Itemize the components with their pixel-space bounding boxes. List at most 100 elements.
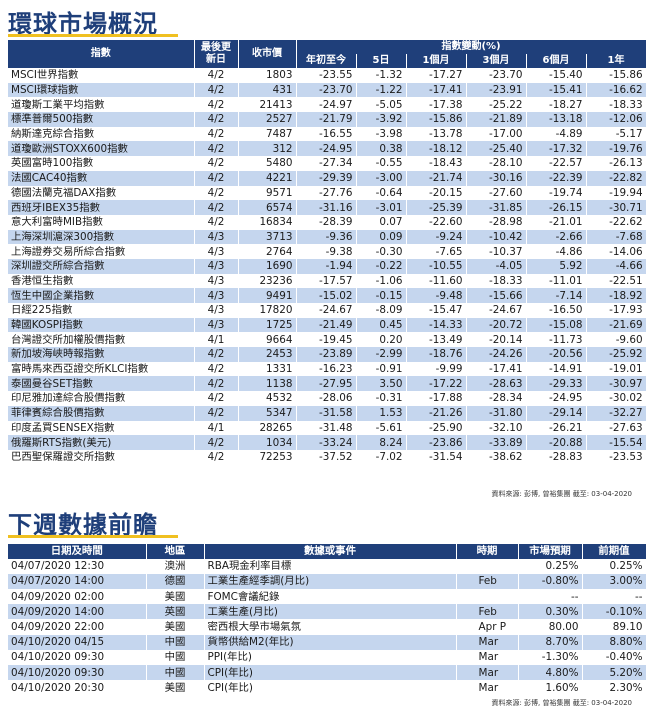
cell-1m: -20.15	[406, 185, 467, 201]
cell-3m: -23.91	[466, 82, 527, 98]
cell-3m: -38.62	[466, 449, 527, 465]
header-close: 收市價	[238, 40, 297, 68]
cell-3m: -20.72	[466, 317, 527, 333]
cell-region: 中國	[146, 634, 205, 650]
cell-datetime: 04/09/2020 02:00	[8, 589, 147, 605]
market-row: 恆生中國企業指數 4/3 9491 -15.02 -0.15 -9.48 -15.66 -7.…	[8, 288, 647, 303]
market-row: 印度孟買SENSEX指數 4/1 28265 -31.48 -5.61 -25.90 -32…	[8, 420, 647, 436]
cell-1m: -23.86	[406, 435, 467, 450]
cell-index-name: 道瓊斯工業平均指數	[8, 97, 195, 113]
cell-previous: 5.20%	[582, 665, 647, 681]
cell-3m: -4.05	[466, 258, 527, 274]
cell-3m: -10.37	[466, 244, 527, 259]
cell-1m: -13.78	[406, 126, 467, 142]
cell-datetime: 04/09/2020 14:00	[8, 604, 147, 620]
cell-ytd: -16.23	[296, 361, 357, 377]
cell-index-name: 意大利富時MIB指數	[8, 214, 195, 230]
market-row: 德國法蘭克福DAX指數 4/2 9571 -27.76 -0.64 -20.15 -27.6…	[8, 185, 647, 201]
cell-3m: -21.89	[466, 112, 527, 127]
cell-3m: -18.33	[466, 273, 527, 289]
economic-calendar-table: 日期及時間 地區 數據或事件 時期 市場預期 前期值 04/07/2020 12…	[8, 544, 647, 696]
cell-6m: -11.73	[526, 332, 587, 348]
cell-1m: -18.12	[406, 141, 467, 157]
cell-1y: -14.06	[586, 244, 647, 259]
cell-1m: -17.88	[406, 391, 467, 406]
cell-1y: -32.27	[586, 405, 647, 421]
cell-event: CPI(年比)	[204, 680, 457, 696]
cell-index-name: 法國CAC40指數	[8, 170, 195, 186]
cell-forecast: 0.30%	[518, 604, 583, 620]
cell-1y: -30.02	[586, 391, 647, 406]
cell-1y: -9.60	[586, 332, 647, 348]
cell-1y: -21.69	[586, 317, 647, 333]
cell-index-name: 日經225指數	[8, 303, 195, 318]
cell-index-name: 德國法蘭克福DAX指數	[8, 185, 195, 201]
cell-index-name: 韓國KOSPI指數	[8, 317, 195, 333]
cell-last-update: 4/2	[194, 361, 239, 377]
cell-last-update: 4/3	[194, 303, 239, 318]
cell-period	[456, 558, 519, 574]
cell-previous: 89.10	[582, 619, 647, 635]
header-last-update: 最後更新日	[194, 40, 239, 68]
cell-last-update: 4/3	[194, 244, 239, 259]
cell-1m: -31.54	[406, 449, 467, 465]
cell-3m: -25.40	[466, 141, 527, 157]
cell-1y: -12.06	[586, 112, 647, 127]
cell-event: 工業生產經季調(月比)	[204, 573, 457, 590]
cell-5d: -3.01	[356, 200, 407, 215]
cell-index-name: 恆生中國企業指數	[8, 288, 195, 303]
calendar-row: 04/09/2020 22:00 美國 密西根大學市場氣氛 Apr P 80.00 89.…	[8, 619, 647, 635]
cell-index-name: 納斯達克綜合指數	[8, 126, 195, 142]
cell-1y: -18.92	[586, 288, 647, 303]
calendar-row: 04/07/2020 12:30 澳洲 RBA現金利率目標 0.25% 0.25%	[8, 558, 647, 574]
cell-5d: 0.09	[356, 229, 407, 245]
cell-index-name: 富時馬來西亞證交所KLCI指數	[8, 361, 195, 377]
market-row: 納斯達克綜合指數 4/2 7487 -16.55 -3.98 -13.78 -17.00 -4…	[8, 126, 647, 142]
cell-last-update: 4/2	[194, 405, 239, 421]
cell-last-update: 4/2	[194, 185, 239, 201]
market-row: 巴西聖保羅證交所指數 4/2 72253 -37.52 -7.02 -31.54 -38.6…	[8, 449, 647, 465]
cell-5d: 3.50	[356, 376, 407, 392]
cell-ytd: -15.02	[296, 288, 357, 303]
cell-previous: --	[582, 589, 647, 605]
cell-1m: -9.24	[406, 229, 467, 245]
cell-1m: -21.74	[406, 170, 467, 186]
market-row: 深圳證交所綜合指數 4/3 1690 -1.94 -0.22 -10.55 -4.05 5.9…	[8, 258, 647, 274]
cell-1y: -30.71	[586, 200, 647, 215]
cell-5d: -0.55	[356, 156, 407, 171]
cell-1y: -27.63	[586, 420, 647, 436]
cell-region: 德國	[146, 573, 205, 590]
cell-5d: -5.61	[356, 420, 407, 436]
cell-6m: -19.74	[526, 185, 587, 201]
cell-5d: -0.64	[356, 185, 407, 201]
cell-datetime: 04/10/2020 09:30	[8, 665, 147, 681]
cell-last-update: 4/2	[194, 435, 239, 450]
cell-3m: -24.26	[466, 347, 527, 362]
cell-index-name: 俄羅斯RTS指數(美元)	[8, 435, 195, 450]
cell-5d: -0.31	[356, 391, 407, 406]
cell-ytd: -27.34	[296, 156, 357, 171]
cell-ytd: -27.76	[296, 185, 357, 201]
cell-ytd: -21.79	[296, 112, 357, 127]
cell-3m: -33.89	[466, 435, 527, 450]
cell-1y: -30.97	[586, 376, 647, 392]
market-row: 俄羅斯RTS指數(美元) 4/2 1034 -33.24 8.24 -23.86 -33.8…	[8, 435, 647, 450]
cell-6m: -15.41	[526, 82, 587, 98]
cell-index-name: 標準普爾500指數	[8, 112, 195, 127]
cell-1m: -13.49	[406, 332, 467, 348]
cell-ytd: -24.67	[296, 303, 357, 318]
cell-event: PPI(年比)	[204, 649, 457, 665]
cell-6m: -16.50	[526, 303, 587, 318]
cell-5d: 1.53	[356, 405, 407, 421]
cell-datetime: 04/10/2020 09:30	[8, 649, 147, 665]
calendar-row: 04/09/2020 14:00 英國 工業生產(月比) Feb 0.30% -0.10%	[8, 604, 647, 620]
cell-6m: -20.88	[526, 435, 587, 450]
cell-1m: -15.47	[406, 303, 467, 318]
cell-1y: -19.94	[586, 185, 647, 201]
cell-1m: -9.99	[406, 361, 467, 377]
cell-5d: -3.98	[356, 126, 407, 142]
cell-index-name: MSCI環球指數	[8, 82, 195, 98]
cell-3m: -28.10	[466, 156, 527, 171]
calendar-row: 04/10/2020 09:30 中國 CPI(年比) Mar 4.80% 5.20%	[8, 665, 647, 681]
cell-5d: 0.20	[356, 332, 407, 348]
